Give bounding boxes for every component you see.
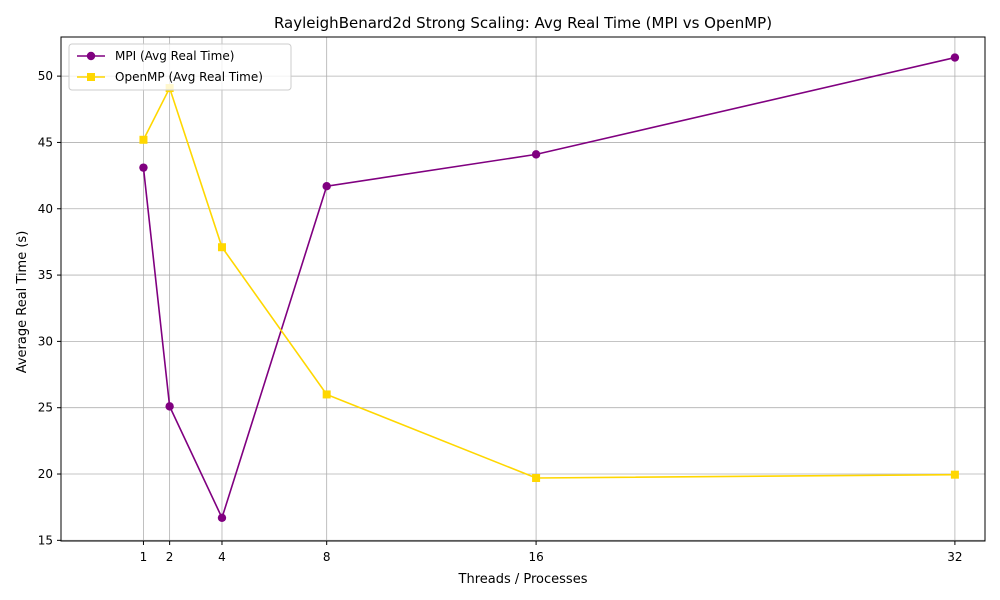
data-point bbox=[531, 150, 541, 159]
y-tick-label: 45 bbox=[38, 135, 53, 149]
x-tick-label: 4 bbox=[218, 550, 226, 564]
y-tick-label: 35 bbox=[38, 268, 53, 282]
chart-title: RayleighBenard2d Strong Scaling: Avg Rea… bbox=[274, 14, 772, 32]
x-tick-label: 8 bbox=[323, 550, 331, 564]
y-axis-label: Average Real Time (s) bbox=[15, 231, 30, 374]
legend-marker bbox=[87, 73, 95, 81]
series-line-1 bbox=[142, 85, 955, 479]
data-point bbox=[165, 402, 174, 411]
plot-frame bbox=[60, 36, 986, 542]
x-tick-label: 1 bbox=[140, 550, 148, 564]
data-point bbox=[322, 390, 331, 399]
y-tick-label: 20 bbox=[38, 467, 53, 481]
grid bbox=[61, 37, 985, 541]
series-layer bbox=[139, 53, 960, 522]
y-tick-label: 25 bbox=[38, 401, 53, 415]
x-axis-label: Threads / Processes bbox=[458, 572, 588, 587]
y-tick-label: 40 bbox=[38, 202, 53, 216]
data-point bbox=[139, 135, 148, 144]
y-tick-label: 15 bbox=[38, 533, 53, 547]
data-point bbox=[322, 182, 331, 191]
x-tick-label: 16 bbox=[528, 550, 543, 564]
x-tick-label: 32 bbox=[947, 550, 962, 564]
data-point bbox=[950, 470, 959, 479]
data-point bbox=[217, 243, 226, 252]
series-line-0 bbox=[142, 56, 956, 520]
legend: MPI (Avg Real Time) OpenMP (Avg Real Time… bbox=[68, 43, 292, 91]
data-point bbox=[139, 163, 148, 172]
legend-marker bbox=[86, 51, 96, 61]
legend-box bbox=[68, 43, 292, 91]
data-point bbox=[532, 474, 541, 482]
axes: 1 2 4 8 16 32 15 20 25 30 35 40 45 50 bbox=[38, 36, 986, 564]
y-tick-label: 50 bbox=[38, 69, 53, 83]
data-point bbox=[217, 513, 227, 522]
legend-label: MPI (Avg Real Time) bbox=[115, 49, 234, 63]
x-tick-label: 2 bbox=[166, 550, 174, 564]
data-point bbox=[950, 53, 960, 62]
y-tick-label: 30 bbox=[38, 334, 53, 348]
legend-label: OpenMP (Avg Real Time) bbox=[115, 70, 263, 84]
